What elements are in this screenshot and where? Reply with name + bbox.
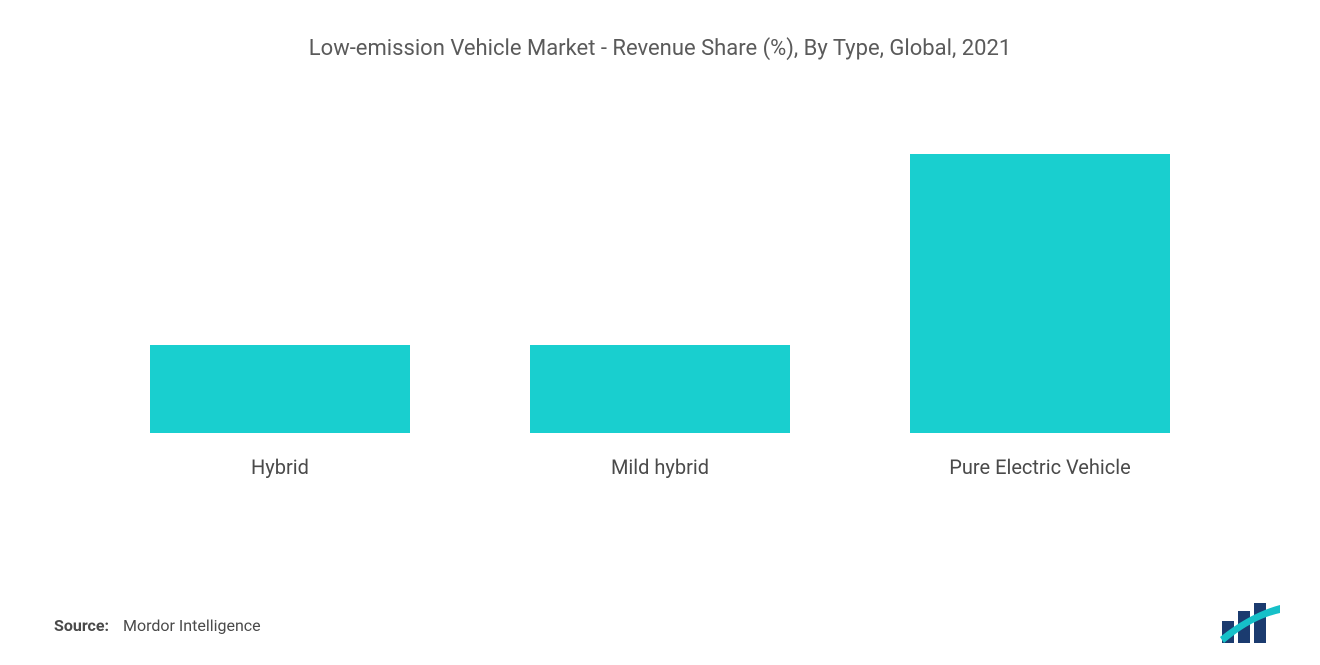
bar-slot: Mild hybrid [470,345,850,479]
bar [530,345,790,433]
chart-title: Low-emission Vehicle Market - Revenue Sh… [60,36,1260,61]
chart-container: Low-emission Vehicle Market - Revenue Sh… [0,0,1320,665]
brand-logo [1220,603,1280,643]
x-axis-label: Hybrid [251,455,309,479]
bar-slot: Pure Electric Vehicle [850,154,1230,479]
bar [910,154,1170,433]
x-axis-label: Mild hybrid [611,455,709,479]
mordor-logo-icon [1220,603,1280,643]
bar-slot: Hybrid [90,345,470,479]
bars-row: Hybrid Mild hybrid Pure Electric Vehicle [90,81,1230,479]
plot-area: Hybrid Mild hybrid Pure Electric Vehicle [90,81,1230,511]
source-attribution: Source: Mordor Intelligence [54,616,261,635]
source-label: Source: [54,616,109,635]
x-axis-label: Pure Electric Vehicle [949,455,1130,479]
source-text: Mordor Intelligence [123,616,261,635]
bar [150,345,410,433]
